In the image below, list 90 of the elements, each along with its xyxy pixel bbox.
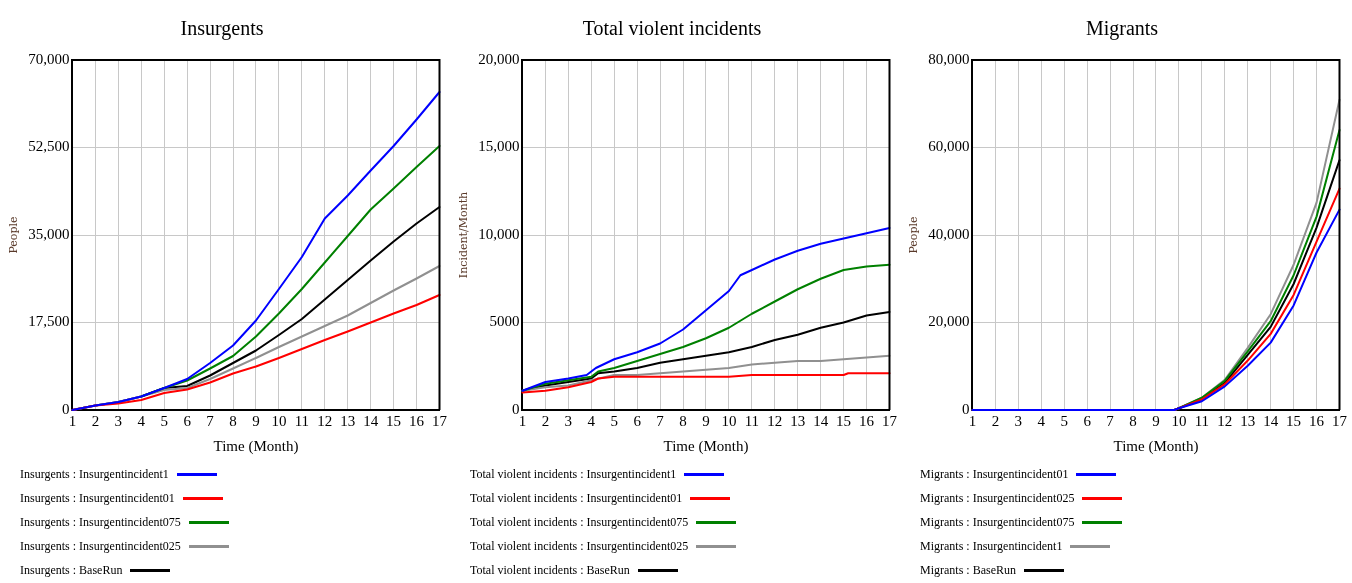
y-tick-label: 17,500 [28, 313, 70, 330]
legend-label: Migrants : Insurgentincident075 [920, 514, 1075, 530]
x-tick-label: 7 [206, 412, 215, 429]
y-tick-label: 10,000 [478, 225, 520, 242]
x-tick-label: 1 [68, 412, 77, 429]
x-tick-label: 15 [386, 412, 402, 429]
x-tick-label: 12 [767, 412, 783, 429]
chart-title: Insurgents [180, 17, 264, 41]
y-tick-label: 15,000 [478, 138, 520, 155]
x-tick-label: 5 [610, 412, 618, 429]
x-tick-label: 14 [363, 412, 379, 429]
y-tick-label: 0 [511, 400, 520, 417]
x-tick-label: 5 [1060, 412, 1068, 429]
y-axis-title: People [7, 216, 21, 254]
legend-label: Migrants : BaseRun [920, 562, 1016, 578]
x-axis-title: Time (Month) [663, 437, 749, 455]
x-tick-label: 6 [1083, 412, 1092, 429]
x-tick-label: 7 [1106, 412, 1115, 429]
chart-title: Migrants [1085, 17, 1159, 41]
x-tick-label: 1 [518, 412, 527, 429]
x-tick-label: 10 [1171, 412, 1187, 429]
legend-label: Migrants : Insurgentincident01 [920, 466, 1069, 482]
x-axis-title: Time (Month) [213, 437, 299, 455]
x-tick-label: 3 [114, 412, 123, 429]
x-tick-label: 10 [271, 412, 287, 429]
legend-label: Total violent incidents : BaseRun [470, 562, 630, 578]
x-tick-label: 6 [633, 412, 642, 429]
x-tick-label: 2 [991, 412, 1000, 429]
x-tick-label: 17 [432, 412, 448, 429]
y-tick-label: 70,000 [28, 50, 70, 67]
y-tick-label: 40,000 [928, 225, 970, 242]
x-axis-title: Time (Month) [1113, 437, 1199, 455]
x-tick-label: 6 [183, 412, 192, 429]
y-tick-label: 35,000 [28, 225, 70, 242]
y-tick-label: 20,000 [478, 50, 520, 67]
y-axis-title: People [907, 216, 921, 254]
y-axis-title: Incident/Month [457, 191, 471, 279]
x-tick-label: 8 [679, 412, 687, 429]
legend-label: Insurgents : Insurgentincident075 [20, 514, 181, 530]
legend-label: Insurgents : Insurgentincident025 [20, 538, 181, 554]
legend-label: Total violent incidents : Insurgentincident025 [470, 538, 689, 554]
y-tick-label: 80,000 [928, 50, 970, 67]
legend-label: Migrants : Insurgentincident025 [920, 490, 1075, 506]
x-tick-label: 2 [91, 412, 100, 429]
x-tick-label: 11 [294, 412, 310, 429]
x-tick-label: 9 [252, 412, 260, 429]
x-tick-label: 4 [1037, 412, 1046, 429]
x-tick-label: 16 [1309, 412, 1325, 429]
chart-title: Total violent incidents [582, 17, 762, 40]
x-tick-label: 9 [1152, 412, 1160, 429]
x-tick-label: 8 [229, 412, 237, 429]
legend-label: Migrants : Insurgentincident1 [920, 538, 1063, 554]
legend-label: Insurgents : Insurgentincident01 [20, 490, 175, 506]
x-tick-label: 8 [1129, 412, 1137, 429]
x-tick-label: 14 [813, 412, 829, 429]
x-tick-label: 7 [656, 412, 665, 429]
x-tick-label: 1 [968, 412, 977, 429]
x-tick-label: 17 [882, 412, 898, 429]
x-tick-label: 17 [1332, 412, 1348, 429]
x-tick-label: 13 [790, 412, 806, 429]
legend-label: Insurgents : BaseRun [20, 562, 123, 578]
x-tick-label: 4 [137, 412, 146, 429]
x-tick-label: 5 [160, 412, 168, 429]
x-tick-label: 15 [1286, 412, 1302, 429]
x-tick-label: 14 [1263, 412, 1279, 429]
y-tick-label: 0 [961, 400, 970, 417]
x-tick-label: 13 [340, 412, 356, 429]
x-tick-label: 3 [564, 412, 573, 429]
x-tick-label: 2 [541, 412, 550, 429]
legend-label: Total violent incidents : Insurgentincident01 [470, 490, 683, 506]
legend-label: Total violent incidents : Insurgentincident075 [470, 514, 689, 530]
y-tick-label: 60,000 [928, 138, 970, 155]
x-tick-label: 12 [1217, 412, 1233, 429]
x-tick-label: 16 [859, 412, 875, 429]
x-tick-label: 3 [1014, 412, 1023, 429]
legend-label: Insurgents : Insurgentincident1 [20, 466, 169, 482]
x-tick-label: 11 [744, 412, 760, 429]
x-tick-label: 16 [409, 412, 425, 429]
x-tick-label: 12 [317, 412, 333, 429]
x-tick-label: 9 [702, 412, 710, 429]
x-tick-label: 15 [836, 412, 852, 429]
y-tick-label: 0 [61, 400, 70, 417]
x-tick-label: 4 [587, 412, 596, 429]
x-tick-label: 10 [721, 412, 737, 429]
y-tick-label: 5000 [489, 313, 520, 330]
y-tick-label: 20,000 [928, 313, 970, 330]
x-tick-label: 13 [1240, 412, 1256, 429]
legend-label: Total violent incidents : Insurgentincident1 [470, 466, 677, 482]
y-tick-label: 52,500 [28, 138, 70, 155]
x-tick-label: 11 [1194, 412, 1210, 429]
